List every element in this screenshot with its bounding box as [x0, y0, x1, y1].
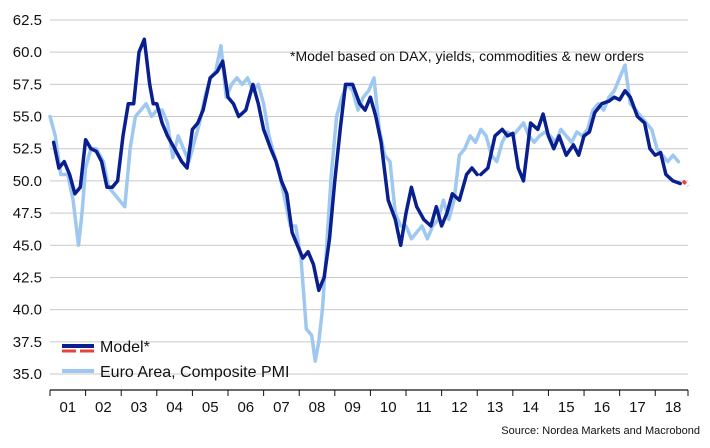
y-tick-label: 45.0 [13, 237, 42, 254]
legend-label-model: Model* [100, 339, 150, 356]
x-tick-label: 09 [344, 399, 361, 416]
x-tick-label: 04 [166, 399, 183, 416]
x-tick-label: 05 [202, 399, 219, 416]
x-tick-label: 11 [416, 399, 432, 416]
legend-label-pmi: Euro Area, Composite PMI [100, 364, 289, 381]
series-layer [48, 37, 690, 363]
x-tick-label: 07 [273, 399, 290, 416]
series-line-model-segment-2 [479, 89, 682, 186]
y-tick-label: 60.0 [13, 44, 42, 61]
x-tick-label: 14 [522, 399, 539, 416]
y-tick-label: 55.0 [13, 109, 42, 126]
series-line-euro-area-composite-pmi [48, 43, 681, 363]
series-line-model-segment-1 [51, 37, 479, 293]
x-tick-label: 06 [237, 399, 254, 416]
y-tick-label: 52.5 [13, 141, 42, 158]
horizontal-gridlines [50, 19, 688, 375]
y-tick-label: 47.5 [13, 205, 42, 222]
x-tick-label: 01 [59, 399, 76, 416]
y-tick-label: 50.0 [13, 173, 42, 190]
x-tick-label: 15 [558, 399, 575, 416]
y-tick-label: 57.5 [13, 76, 42, 93]
y-axis-tick-labels: 62.5 60.0 57.5 55.0 52.5 50.0 47.5 45.0 42.5 40.0… [13, 12, 42, 383]
x-tick-label: 16 [593, 399, 610, 416]
y-tick-label: 42.5 [13, 269, 42, 286]
model-annotation: *Model based on DAX, yields, commodities… [290, 48, 644, 64]
y-tick-label: 62.5 [13, 12, 42, 29]
x-tick-label: 18 [665, 399, 682, 416]
x-tick-label: 13 [487, 399, 504, 416]
x-tick-label: 12 [451, 399, 468, 416]
legend: Model* Euro Area, Composite PMI [62, 339, 289, 381]
source-note: Source: Nordea Markets and Macrobond [501, 425, 700, 437]
y-tick-label: 35.0 [13, 366, 42, 383]
y-tick-label: 40.0 [13, 302, 42, 319]
x-tick-label: 03 [131, 399, 148, 416]
x-tick-label: 10 [380, 399, 397, 416]
y-tick-label: 37.5 [13, 334, 42, 351]
x-tick-label: 17 [629, 399, 646, 416]
series-line-model-forecast [681, 179, 690, 188]
x-axis: 01 02 03 04 05 06 07 08 09 10 11 12 13 14 15 16 17 18 [49, 389, 689, 416]
x-tick-label: 02 [95, 399, 112, 416]
x-tick-label: 08 [309, 399, 326, 416]
